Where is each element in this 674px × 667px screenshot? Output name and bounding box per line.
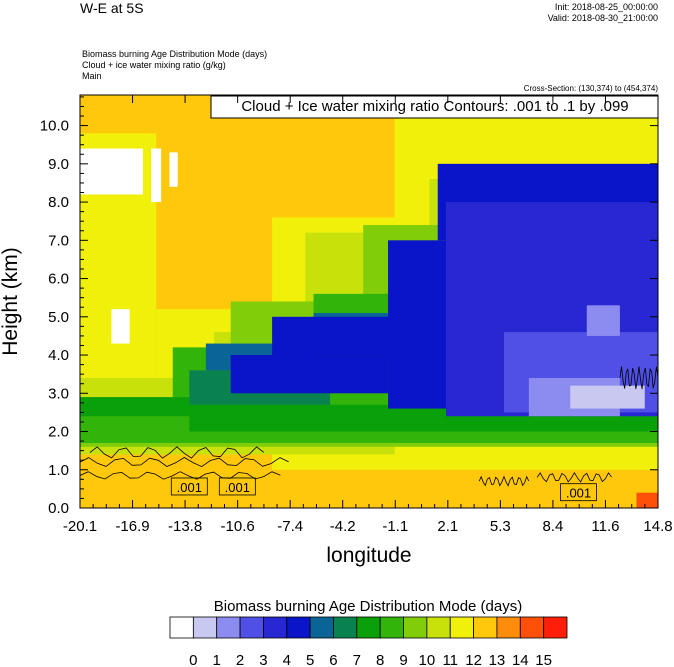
contour-lines: .001 .001 .001 Cloud + Ice water mixing rat…: [80, 95, 658, 502]
init-time: Init: 2018-08-25_00:00:00: [554, 2, 658, 12]
contour-label: .001: [225, 480, 250, 495]
colorbar-swatch: [496, 616, 521, 639]
heat-region: [80, 148, 143, 195]
colorbar-label: 1: [213, 652, 221, 667]
x-tick-label: 14.8: [643, 518, 672, 535]
colorbar-swatch: [379, 616, 404, 639]
colorbar: Biomass burning Age Distribution Mode (d…: [169, 598, 568, 667]
colorbar-label: 0: [189, 652, 197, 667]
y-tick-label: 3.0: [48, 385, 69, 402]
heat-region: [570, 385, 645, 409]
contour-label-box: [218, 477, 256, 496]
colorbar-swatch: [473, 616, 498, 639]
heat-region: [169, 152, 178, 187]
y-tick-label: 2.0: [48, 424, 69, 441]
colorbar-swatch: [543, 616, 568, 639]
x-tick-label: -4.2: [330, 518, 356, 535]
contour-line: [619, 366, 658, 390]
colorbar-label: 12: [465, 652, 482, 667]
colorbar-label: 14: [512, 652, 529, 667]
subtitle-line-1: Biomass burning Age Distribution Mode (d…: [82, 49, 268, 59]
colorbar-swatch: [286, 616, 311, 639]
colorbar-label: 7: [353, 652, 361, 667]
valid-time: Valid: 2018-08-30_21:00:00: [547, 13, 658, 23]
heat-region: [111, 309, 130, 344]
colorbar-swatch: [426, 616, 451, 639]
y-tick-label: 9.0: [48, 156, 69, 173]
x-tick-label: 5.3: [490, 518, 511, 535]
y-tick-label: 0.0: [48, 500, 69, 517]
x-tick-label: 2.1: [437, 518, 458, 535]
heat-region: [586, 305, 620, 336]
colorbar-swatch: [449, 616, 474, 639]
colorbar-label: 10: [419, 652, 436, 667]
y-axis-label: Height (km): [0, 247, 22, 356]
colorbar-label: 4: [283, 652, 291, 667]
x-tick-label: -10.6: [221, 518, 255, 535]
contour-label-box: [170, 477, 208, 496]
y-tick-label: 6.0: [48, 271, 69, 288]
x-tick-label: -13.8: [168, 518, 202, 535]
x-axis-label: longitude: [326, 544, 411, 567]
colorbar-label: 6: [329, 652, 337, 667]
contour-line: [89, 446, 265, 459]
colorbar-swatch: [519, 616, 545, 639]
contour-info-box: [210, 95, 658, 119]
colorbar-swatch: [309, 616, 334, 639]
colorbar-swatch: [403, 616, 428, 639]
subtitle-line-3: Main: [82, 71, 102, 81]
subtitle-line-2: Cloud + ice water mixing ratio (g/kg): [82, 60, 226, 70]
colorbar-label: 2: [236, 652, 244, 667]
colorbar-title: Biomass burning Age Distribution Mode (d…: [214, 598, 522, 615]
y-tick-label: 10.0: [40, 118, 69, 135]
heat-region: [80, 397, 190, 417]
heat-region: [636, 492, 658, 508]
y-tick-label: 1.0: [48, 462, 69, 479]
contour-line: [536, 472, 612, 483]
contour-label-box: [560, 483, 597, 502]
colorbar-swatch: [333, 616, 358, 639]
x-tick-label: -20.1: [63, 518, 97, 535]
colorbar-label: 9: [399, 652, 407, 667]
colorbar-swatch: [239, 616, 264, 639]
heat-region: [230, 355, 389, 394]
colorbar-label: 8: [376, 652, 384, 667]
heat-region: [151, 148, 162, 203]
colorbar-label: 15: [535, 652, 552, 667]
y-tick-label: 5.0: [48, 309, 69, 326]
y-tick-label: 7.0: [48, 232, 69, 249]
y-tick-label: 8.0: [48, 194, 69, 211]
x-tick-label: 8.4: [542, 518, 563, 535]
colorbar-label: 3: [259, 652, 267, 667]
colorbar-swatch: [169, 616, 194, 639]
colorbar-label: 5: [306, 652, 314, 667]
contour-line: [80, 457, 289, 468]
cross-section-label: Cross-Section: (130,374) to (454,374): [523, 84, 658, 93]
colorbar-label: 13: [489, 652, 506, 667]
y-tick-label: 4.0: [48, 347, 69, 364]
heatmap-area: [80, 95, 658, 508]
contour-line: [80, 471, 281, 480]
contour-label: .001: [566, 486, 591, 501]
plot-title: W-E at 5S: [80, 0, 144, 16]
x-tick-label: -7.4: [277, 518, 303, 535]
contour-info: Cloud + Ice water mixing ratio Contours:…: [241, 98, 628, 115]
x-tick-label: 11.6: [591, 518, 619, 535]
colorbar-swatch: [216, 616, 241, 639]
x-tick-label: -1.1: [382, 518, 408, 535]
colorbar-swatch: [263, 616, 288, 639]
contour-line: [478, 475, 530, 487]
colorbar-swatch: [356, 616, 381, 639]
contour-label: .001: [177, 480, 202, 495]
axes: -20.1 -16.9 -13.8 -10.6 -7.4 -4.2 -1.1 2.1 5.3 8.…: [0, 95, 673, 567]
colorbar-swatch: [192, 616, 218, 639]
colorbar-label: 11: [442, 652, 458, 667]
x-tick-label: -16.9: [115, 518, 149, 535]
